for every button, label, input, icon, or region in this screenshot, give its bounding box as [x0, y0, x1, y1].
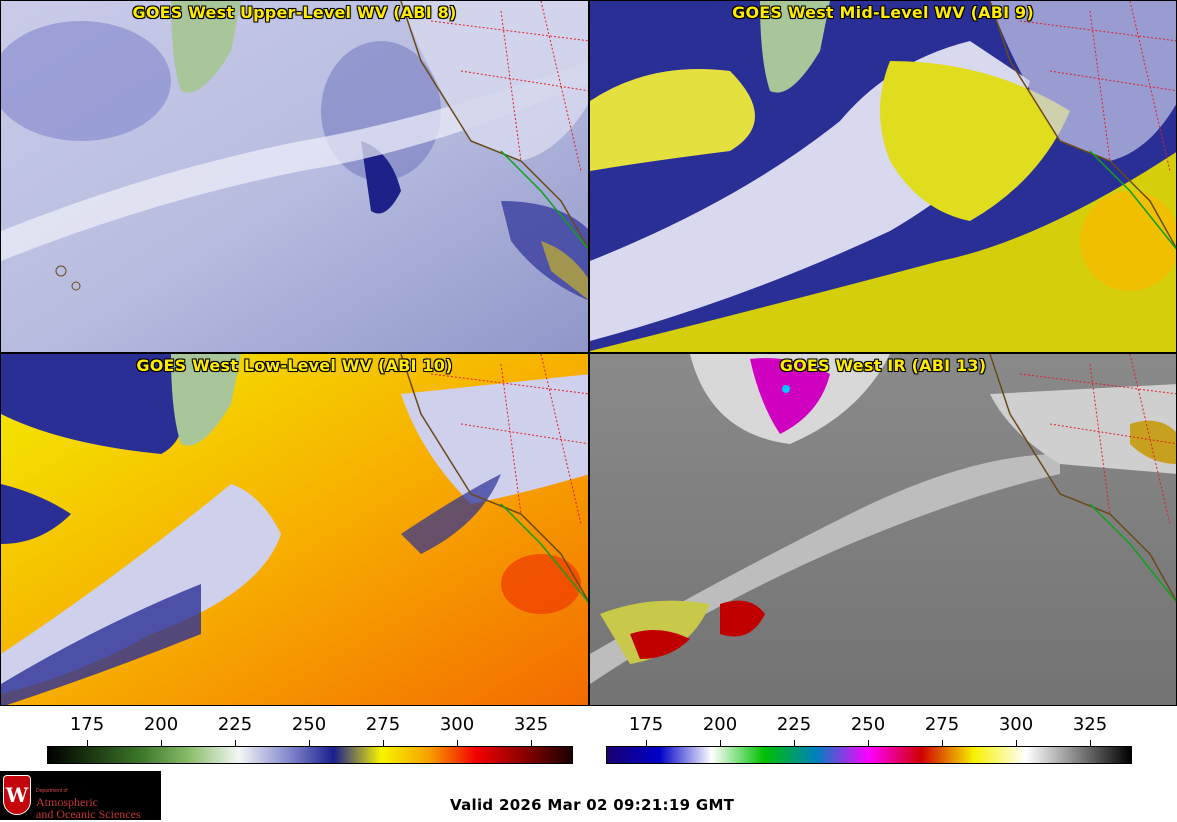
- colorbar-tick-label: 250: [850, 714, 886, 735]
- ir-panel: GOES West IR (ABI 13): [589, 353, 1177, 706]
- colorbar-tick-label: 175: [628, 714, 664, 735]
- wv-colorbar-ticks: 175 200 225 250 275 300 325: [47, 706, 573, 746]
- wv-colorbar: 175 200 225 250 275 300 325: [47, 706, 573, 766]
- mid-level-wv-panel: GOES West Mid-Level WV (ABI 9): [589, 0, 1177, 353]
- colorbar-tick-mark: [720, 740, 721, 746]
- uw-crest-icon: W: [3, 775, 31, 815]
- colorbar-tick-label: 325: [513, 714, 549, 735]
- colorbar-tick-mark: [531, 740, 532, 746]
- panel-title: GOES West Mid-Level WV (ABI 9): [732, 3, 1034, 22]
- valid-time: Valid 2026 Mar 02 09:21:19 GMT: [450, 796, 735, 814]
- ir-colorbar-gradient: [606, 746, 1132, 764]
- colorbar-tick-mark: [235, 740, 236, 746]
- colorbar-tick-label: 275: [924, 714, 960, 735]
- colorbar-tick-label: 175: [69, 714, 105, 735]
- logo-line1: Atmospheric: [36, 795, 98, 809]
- colorbar-tick-mark: [646, 740, 647, 746]
- colorbar-tick-label: 325: [1072, 714, 1108, 735]
- wv-colorbar-gradient: [47, 746, 573, 764]
- colorbar-tick-label: 200: [143, 714, 179, 735]
- colorbar-tick-label: 275: [365, 714, 401, 735]
- logo-dept: Department of: [36, 788, 68, 794]
- colorbar-tick-mark: [87, 740, 88, 746]
- colorbar-tick-label: 250: [291, 714, 327, 735]
- low-level-wv-image: [1, 354, 588, 705]
- colorbar-tick-mark: [383, 740, 384, 746]
- aos-logo: W Department of Atmospheric and Oceanic …: [0, 771, 161, 821]
- colorbar-tick-mark: [942, 740, 943, 746]
- colorbar-tick-mark: [309, 740, 310, 746]
- colorbar-tick-mark: [457, 740, 458, 746]
- colorbar-tick-mark: [1016, 740, 1017, 746]
- ir-colorbar-ticks: 175 200 225 250 275 300 325: [606, 706, 1132, 746]
- low-level-wv-panel: GOES West Low-Level WV (ABI 10): [0, 353, 589, 706]
- colorbar-tick-label: 200: [702, 714, 738, 735]
- panel-title: GOES West Low-Level WV (ABI 10): [136, 356, 453, 375]
- panel-title: GOES West IR (ABI 13): [779, 356, 987, 375]
- colorbar-tick-mark: [794, 740, 795, 746]
- colorbar-tick-mark: [868, 740, 869, 746]
- colorbar-tick-label: 300: [998, 714, 1034, 735]
- mid-level-wv-image: [590, 1, 1176, 352]
- ir-colorbar: 175 200 225 250 275 300 325: [606, 706, 1132, 766]
- colorbar-tick-label: 225: [217, 714, 253, 735]
- panel-title: GOES West Upper-Level WV (ABI 8): [132, 3, 457, 22]
- colorbar-tick-label: 225: [776, 714, 812, 735]
- logo-line2: and Oceanic Sciences: [36, 807, 141, 821]
- colorbar-tick-label: 300: [439, 714, 475, 735]
- colorbar-tick-mark: [1090, 740, 1091, 746]
- ir-image: [590, 354, 1176, 705]
- upper-level-wv-panel: GOES West Upper-Level WV (ABI 8): [0, 0, 589, 353]
- upper-level-wv-image: [1, 1, 588, 352]
- colorbar-tick-mark: [161, 740, 162, 746]
